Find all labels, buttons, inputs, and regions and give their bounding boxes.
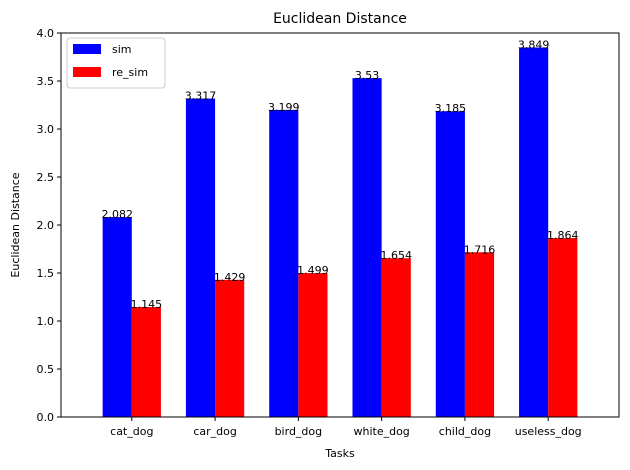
data-label-re_sim-bird_dog: 1.499: [297, 264, 329, 277]
data-label-re_sim-white_dog: 1.654: [380, 249, 412, 262]
legend-swatch-re-sim: [73, 67, 101, 77]
x-axis-label: Tasks: [324, 447, 355, 460]
bar-re_sim-cat_dog: [131, 307, 161, 417]
y-tick-label: 0.0: [37, 411, 55, 424]
y-tick-label: 2.5: [37, 171, 55, 184]
chart-title: Euclidean Distance: [273, 11, 407, 27]
y-tick-label: 1.0: [37, 315, 55, 328]
data-label-sim-cat_dog: 2.082: [101, 208, 133, 221]
x-tick-label: child_dog: [439, 425, 491, 438]
y-tick-label: 1.5: [37, 267, 55, 280]
data-label-sim-car_dog: 3.317: [185, 90, 217, 103]
bar-re_sim-white_dog: [381, 258, 411, 417]
x-tick-label: white_dog: [353, 425, 409, 438]
x-axis: cat_dog car_dog bird_dog white_dog child_dog…: [110, 417, 582, 438]
bar-sim-useless_dog: [519, 47, 549, 417]
data-label-sim-useless_dog: 3.849: [518, 38, 550, 51]
bar-re_sim-bird_dog: [298, 273, 328, 417]
bar-sim-child_dog: [435, 111, 465, 418]
data-labels-group: 2.082 3.317 3.199 3.53 3.185 3.849 1.145 1.429 1…: [101, 38, 578, 311]
plot-frame: [60, 32, 620, 418]
data-label-re_sim-car_dog: 1.429: [214, 271, 246, 284]
y-axis-label: Euclidean Distance: [9, 172, 22, 277]
data-label-sim-white_dog: 3.53: [355, 69, 380, 82]
bars-group: [102, 47, 578, 418]
legend-swatch-sim: [73, 44, 101, 54]
data-label-sim-bird_dog: 3.199: [268, 101, 300, 114]
bar-re_sim-useless_dog: [548, 238, 578, 417]
y-tick-label: 4.0: [37, 27, 55, 40]
bar-sim-bird_dog: [269, 109, 299, 418]
y-tick-label: 0.5: [37, 363, 55, 376]
bar-sim-cat_dog: [102, 217, 132, 417]
bar-re_sim-car_dog: [215, 279, 245, 417]
y-tick-label: 3.5: [37, 75, 55, 88]
y-tick-label: 3.0: [37, 123, 55, 136]
x-tick-label: useless_dog: [515, 425, 582, 438]
x-tick-label: cat_dog: [110, 425, 153, 438]
legend: sim re_sim: [66, 37, 166, 89]
legend-label-sim: sim: [112, 43, 132, 56]
y-tick-label: 2.0: [37, 219, 55, 232]
x-tick-label: bird_dog: [275, 425, 323, 438]
x-tick-label: car_dog: [193, 425, 237, 438]
legend-label-re-sim: re_sim: [112, 66, 148, 79]
bar-sim-white_dog: [352, 78, 382, 418]
bar-sim-car_dog: [185, 98, 216, 418]
bar-re_sim-child_dog: [464, 252, 495, 417]
y-axis: 0.0 0.5 1.0 1.5 2.0 2.5 3.0 3.5 4.0: [37, 27, 61, 424]
data-label-re_sim-child_dog: 1.716: [464, 243, 496, 256]
data-label-re_sim-useless_dog: 1.864: [547, 229, 579, 242]
data-label-sim-child_dog: 3.185: [435, 102, 467, 115]
data-label-re_sim-cat_dog: 1.145: [131, 298, 163, 311]
